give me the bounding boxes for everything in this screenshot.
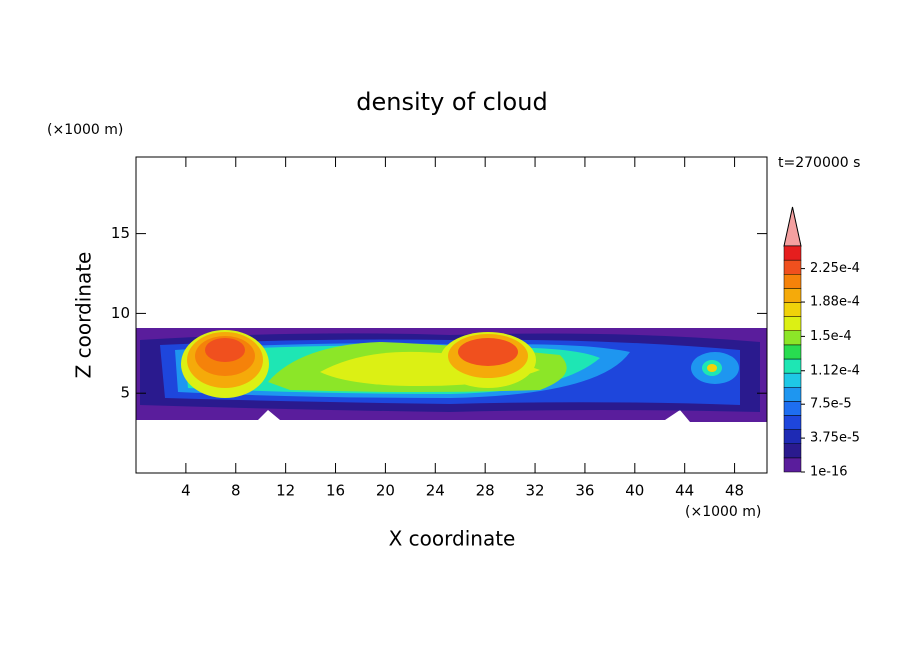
- x-tick-label: 4: [181, 482, 191, 500]
- x-tick-label: 28: [476, 482, 495, 500]
- y-axis-label: Z coordinate: [72, 252, 96, 379]
- x-tick-label: 20: [376, 482, 395, 500]
- x-tick-label: 12: [276, 482, 295, 500]
- colorbar-band: [783, 429, 802, 444]
- colorbar-label: 1.5e-4: [810, 329, 852, 344]
- colorbar-band: [783, 316, 802, 331]
- colorbar-band: [783, 457, 802, 473]
- colorbar-band: [783, 302, 802, 317]
- colorbar-band: [783, 401, 802, 416]
- x-tick-label: 24: [426, 482, 445, 500]
- colorbar-band: [783, 387, 802, 402]
- colorbar-band: [783, 274, 802, 289]
- colorbar-label: 1.88e-4: [810, 295, 860, 310]
- colorbar-band: [783, 288, 802, 303]
- x-tick-label: 32: [526, 482, 545, 500]
- x-axis-label: X coordinate: [389, 527, 516, 551]
- colorbar-label: 1e-16: [810, 465, 848, 480]
- y-tick-label: 15: [111, 224, 130, 242]
- x-tick-label: 44: [675, 482, 694, 500]
- colorbar-label: 1.12e-4: [810, 363, 860, 378]
- contour-field: [136, 328, 767, 422]
- colorbar-band: [783, 358, 802, 374]
- x-unit: (×1000 m): [685, 504, 761, 520]
- colorbar-band: [783, 415, 802, 430]
- x-tick-label: 36: [575, 482, 594, 500]
- y-tick-label: 5: [120, 384, 130, 402]
- colorbar-extend: [783, 206, 802, 247]
- colorbar-band: [783, 344, 802, 360]
- y-tick-label: 10: [111, 304, 130, 322]
- chart-title: density of cloud: [356, 88, 547, 116]
- x-tick-label: 48: [725, 482, 744, 500]
- colorbar-label: 7.5e-5: [810, 397, 852, 412]
- x-tick-label: 16: [326, 482, 345, 500]
- colorbar-label: 2.25e-4: [810, 261, 860, 276]
- colorbar-band: [783, 372, 802, 388]
- time-label: t=270000 s: [778, 155, 860, 171]
- colorbar-band: [783, 259, 802, 275]
- colorbar-band: [783, 330, 802, 346]
- colorbar-band: [783, 443, 802, 459]
- plot-frame: [135, 156, 768, 474]
- x-tick-label: 40: [625, 482, 644, 500]
- colorbar-band: [783, 245, 802, 261]
- y-unit: (×1000 m): [47, 122, 123, 138]
- colorbar-label: 3.75e-5: [810, 431, 860, 446]
- x-tick-label: 8: [231, 482, 241, 500]
